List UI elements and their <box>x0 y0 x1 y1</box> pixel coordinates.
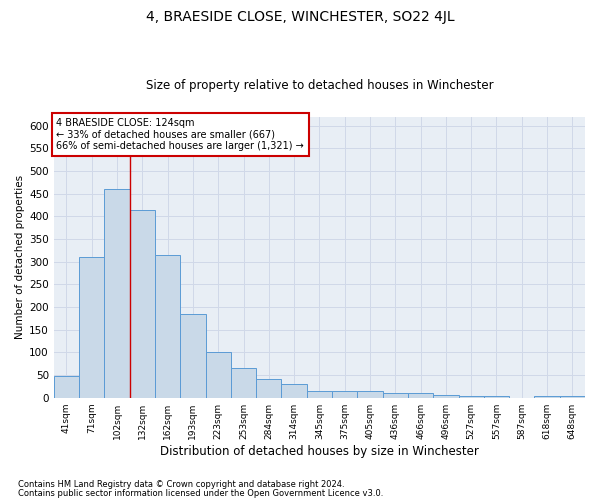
Bar <box>307 391 332 398</box>
Bar <box>484 396 509 398</box>
Bar <box>130 210 155 398</box>
Bar <box>155 255 180 398</box>
Bar <box>104 190 130 398</box>
Bar <box>79 257 104 398</box>
Bar <box>180 314 206 398</box>
Bar <box>535 396 560 398</box>
Y-axis label: Number of detached properties: Number of detached properties <box>15 175 25 340</box>
Bar <box>433 396 458 398</box>
Bar <box>383 393 408 398</box>
Bar <box>231 368 256 398</box>
Bar <box>281 384 307 398</box>
Text: 4, BRAESIDE CLOSE, WINCHESTER, SO22 4JL: 4, BRAESIDE CLOSE, WINCHESTER, SO22 4JL <box>146 10 454 24</box>
Text: Contains public sector information licensed under the Open Government Licence v3: Contains public sector information licen… <box>18 488 383 498</box>
Text: Contains HM Land Registry data © Crown copyright and database right 2024.: Contains HM Land Registry data © Crown c… <box>18 480 344 489</box>
Bar <box>358 391 383 398</box>
Bar <box>408 393 433 398</box>
Bar <box>332 391 358 398</box>
Bar <box>54 376 79 398</box>
Bar <box>206 352 231 398</box>
Text: 4 BRAESIDE CLOSE: 124sqm
← 33% of detached houses are smaller (667)
66% of semi-: 4 BRAESIDE CLOSE: 124sqm ← 33% of detach… <box>56 118 304 152</box>
X-axis label: Distribution of detached houses by size in Winchester: Distribution of detached houses by size … <box>160 444 479 458</box>
Title: Size of property relative to detached houses in Winchester: Size of property relative to detached ho… <box>146 79 493 92</box>
Bar <box>256 378 281 398</box>
Bar <box>458 396 484 398</box>
Bar <box>560 396 585 398</box>
